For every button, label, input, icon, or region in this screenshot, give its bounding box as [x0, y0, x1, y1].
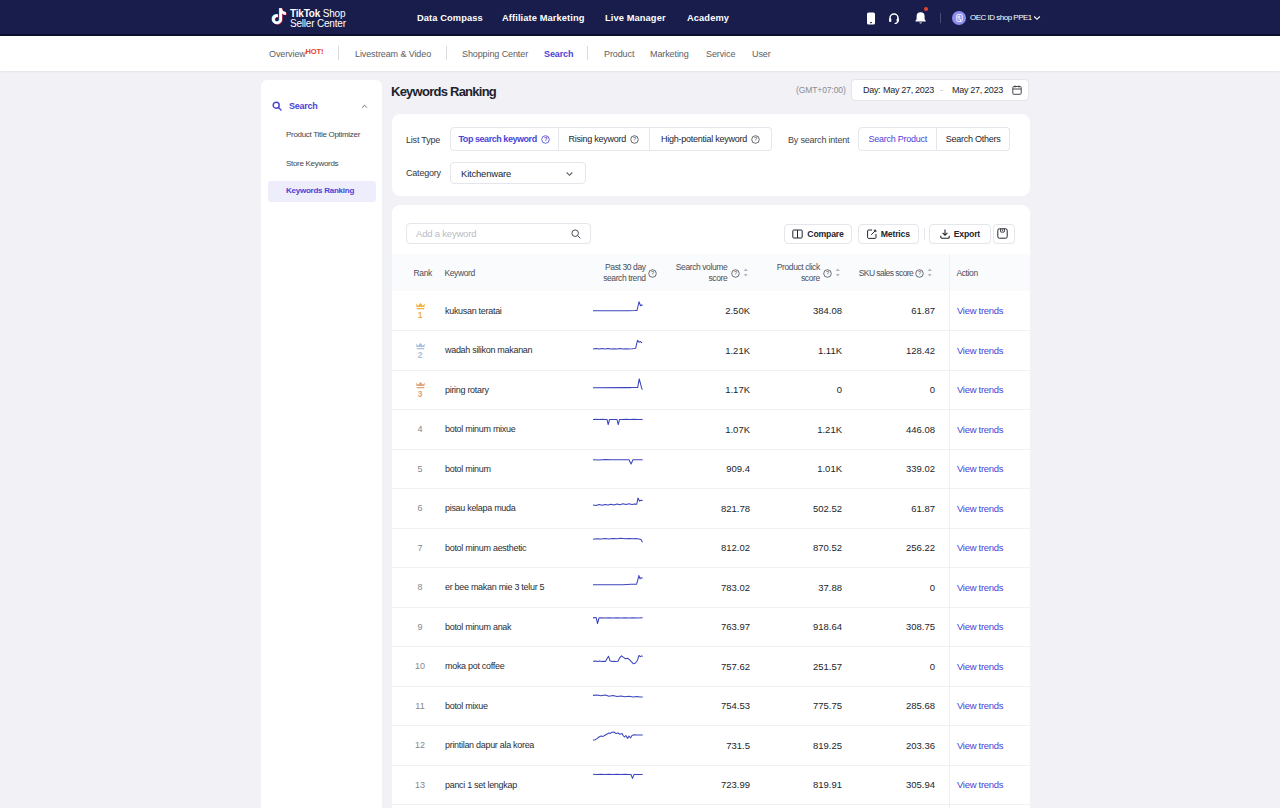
svg-text:?: ?	[826, 270, 830, 276]
svg-text:?: ?	[754, 136, 758, 142]
svg-text:?: ?	[734, 270, 738, 276]
svg-text:?: ?	[544, 136, 548, 142]
svg-text:?: ?	[633, 136, 637, 142]
svg-text:?: ?	[918, 270, 922, 276]
